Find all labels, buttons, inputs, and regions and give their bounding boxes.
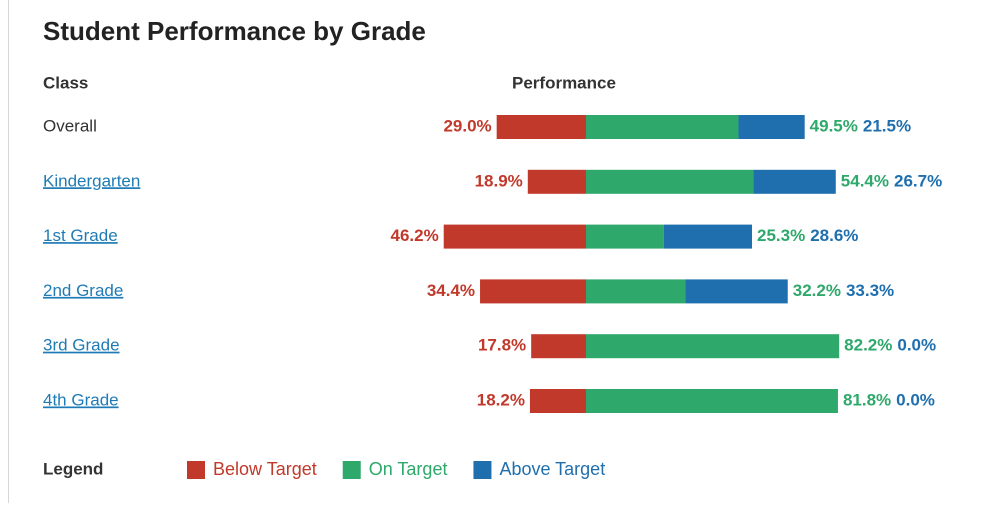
bar-segment: [738, 115, 805, 139]
category-header: Class: [43, 73, 88, 92]
category-link[interactable]: Kindergarten: [43, 171, 140, 190]
value-label: 33.3%: [846, 281, 894, 300]
value-label: 49.5%: [810, 116, 858, 135]
value-label: 18.2%: [477, 390, 525, 409]
value-label: 81.8%: [843, 390, 891, 409]
legend-label: On Target: [369, 459, 448, 479]
value-label: 0.0%: [897, 336, 936, 355]
value-label: 26.7%: [894, 171, 942, 190]
value-label: 32.2%: [793, 281, 841, 300]
bar-segment: [529, 389, 586, 413]
legend-title: Legend: [43, 459, 103, 478]
bar-segment: [586, 279, 686, 304]
bar-segment: [586, 334, 840, 359]
bar-segment: [531, 334, 586, 359]
bar-segment: [586, 115, 739, 139]
bar-segment: [685, 279, 788, 304]
category-link[interactable]: 4th Grade: [43, 390, 119, 409]
value-label: 29.0%: [443, 116, 491, 135]
bar-segment: [496, 115, 586, 139]
value-label: 17.8%: [478, 336, 526, 355]
category-label: Overall: [43, 116, 97, 135]
category-link[interactable]: 1st Grade: [43, 226, 118, 245]
legend-swatch: [473, 461, 492, 479]
legend-swatch: [187, 461, 205, 479]
legend-swatch: [342, 461, 361, 479]
bar-segment: [586, 389, 838, 413]
bar-segment: [443, 224, 586, 249]
category-link[interactable]: 3rd Grade: [43, 336, 120, 355]
bar-segment: [586, 224, 664, 249]
bar-segment: [753, 169, 836, 194]
value-label: 25.3%: [757, 226, 805, 245]
value-header: Performance: [512, 73, 616, 92]
value-label: 28.6%: [810, 226, 858, 245]
bar-segment: [586, 169, 754, 194]
legend-label: Below Target: [213, 459, 317, 479]
value-label: 0.0%: [896, 390, 935, 409]
value-label: 34.4%: [427, 281, 475, 300]
bar-segment: [480, 279, 586, 304]
bar-segment: [527, 169, 586, 194]
category-link[interactable]: 2nd Grade: [43, 281, 123, 300]
value-label: 46.2%: [391, 226, 439, 245]
legend-label: Above Target: [499, 459, 605, 479]
value-label: 82.2%: [844, 336, 892, 355]
value-label: 18.9%: [475, 171, 523, 190]
value-label: 54.4%: [841, 171, 889, 190]
bar-segment: [663, 224, 753, 249]
chart-title: Student Performance by Grade: [43, 16, 426, 46]
value-label: 21.5%: [863, 116, 911, 135]
